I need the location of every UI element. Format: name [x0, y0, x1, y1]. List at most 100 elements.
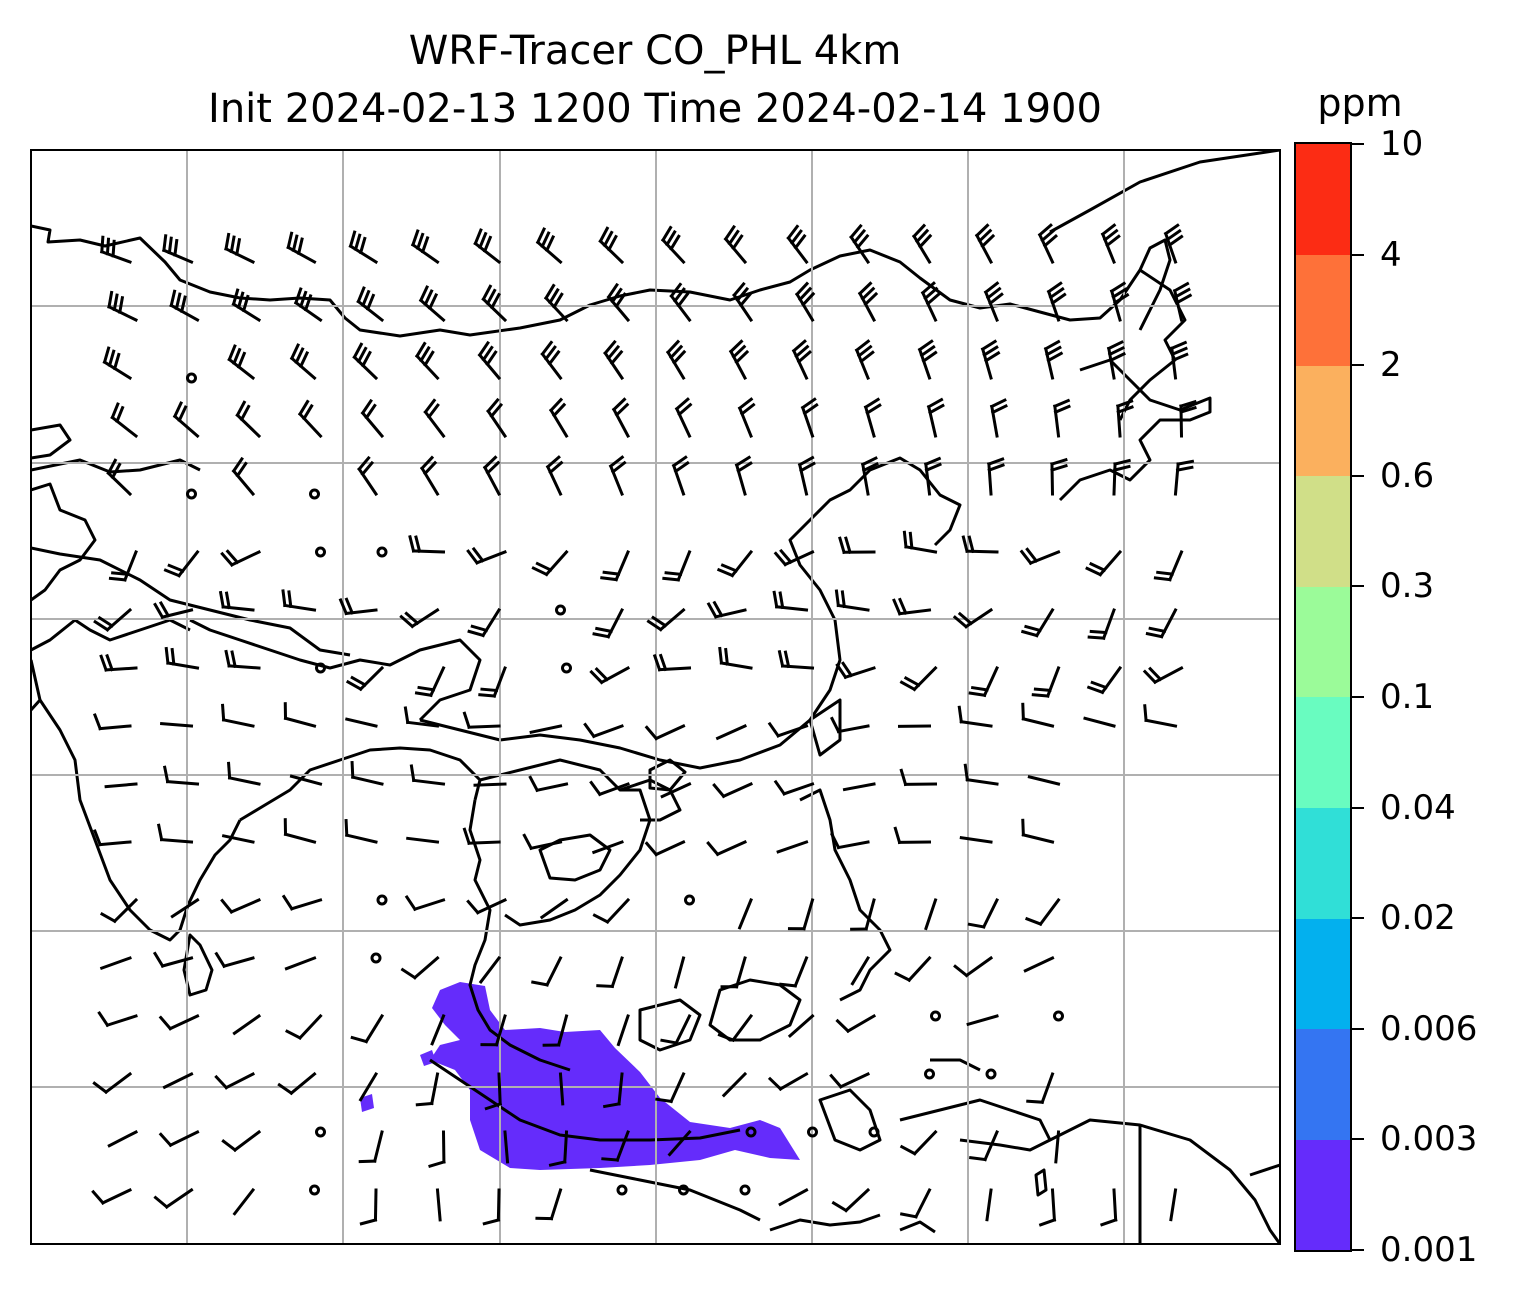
colorbar-tick-label: 0.003 [1380, 1119, 1478, 1160]
wind-barb [92, 829, 132, 847]
colorbar-segment [1296, 475, 1350, 587]
wind-barb [797, 455, 816, 496]
colorbar-tick [1352, 917, 1364, 920]
wind-barb [777, 649, 815, 670]
wind-barb [1054, 1130, 1061, 1164]
wind-barb [480, 1014, 507, 1047]
wind-barb [214, 951, 255, 969]
wind-barb [1085, 549, 1123, 577]
wind-barb [297, 399, 323, 439]
wind-barb [531, 549, 569, 577]
wind-barb [482, 1188, 501, 1226]
calm-wind-marker [186, 488, 197, 500]
wind-barb [773, 548, 815, 567]
wind-barb [1037, 223, 1059, 264]
wind-barb [231, 456, 256, 497]
calm-wind-marker [985, 1068, 997, 1080]
wind-barb [1172, 281, 1193, 322]
map-gridlines [31, 150, 1280, 1244]
wind-barb [352, 342, 379, 381]
wind-barb [894, 955, 932, 983]
wind-barb [787, 898, 815, 931]
wind-barb [156, 823, 194, 844]
wind-barb [665, 339, 687, 381]
wind-barb [673, 956, 686, 989]
colorbar-tick-label: 0.001 [1380, 1230, 1478, 1270]
wind-barb [671, 455, 690, 496]
colorbar-segment [1296, 807, 1350, 919]
wind-barb [344, 819, 378, 844]
wind-barb [835, 661, 876, 680]
calm-wind-marker [315, 546, 326, 558]
wind-barb [669, 282, 692, 323]
wind-barb [220, 703, 255, 728]
colorbar-tick [1352, 1249, 1364, 1251]
wind-barb [899, 665, 938, 692]
wind-barb [289, 343, 317, 381]
wind-barb [850, 955, 871, 986]
colorbar-tick [1352, 806, 1364, 809]
wind-barb [800, 397, 819, 438]
wind-barb [829, 832, 870, 850]
wind-barb [674, 397, 693, 438]
wind-barb [360, 398, 385, 439]
wind-barb [1026, 1072, 1055, 1105]
wind-barb [478, 955, 502, 984]
wind-barb [1106, 340, 1126, 380]
wind-barb [857, 281, 879, 323]
wind-barb [107, 290, 139, 323]
calm-wind-marker [186, 372, 197, 384]
wind-barb [535, 1188, 563, 1221]
wind-barb [926, 397, 945, 438]
wind-barb [980, 339, 1001, 380]
wind-barb [611, 397, 631, 439]
wind-barb [482, 455, 502, 497]
wind-barb [285, 1013, 323, 1041]
wind-barb [281, 589, 317, 612]
wind-barb [224, 649, 261, 670]
colorbar-tick-label: 0.6 [1380, 455, 1435, 496]
wind-barb [159, 721, 194, 728]
wind-barb [778, 1187, 809, 1207]
wind-barb [849, 223, 871, 265]
wind-barb [794, 281, 816, 323]
wind-barb [92, 713, 132, 731]
wind-barb [153, 1187, 194, 1210]
wind-barb [902, 530, 938, 554]
wind-barb [952, 607, 994, 629]
wind-barb [706, 840, 747, 857]
wind-barb [1173, 459, 1195, 496]
wind-barb [231, 288, 262, 323]
wind-barb [644, 840, 686, 857]
wind-barb [158, 1014, 200, 1031]
wind-barb [466, 546, 507, 565]
wind-barb [102, 346, 133, 381]
wind-barb [283, 702, 317, 728]
wind-barb [583, 722, 624, 739]
wind-barb [892, 597, 932, 616]
wind-barb [522, 833, 563, 851]
wind-barb [968, 666, 999, 698]
colorbar-tick-label: 2 [1380, 345, 1402, 386]
wind-barb [1050, 457, 1068, 496]
wind-barb [728, 339, 750, 381]
wind-barb [838, 536, 876, 555]
wind-barb [428, 1130, 446, 1169]
wind-barb [108, 550, 138, 582]
calm-wind-marker [309, 488, 320, 500]
colorbar-segment [1296, 1028, 1350, 1140]
wind-barb [786, 224, 809, 265]
colorbar-segment [1296, 365, 1350, 477]
wind-barb [535, 227, 563, 265]
wind-barb [589, 780, 630, 797]
wind-barb [1153, 550, 1184, 582]
wind-barb [1020, 607, 1055, 638]
wind-barb [289, 774, 323, 786]
colorbar-tick [1352, 1138, 1364, 1141]
wind-barb [462, 827, 501, 846]
wind-barb [358, 1071, 379, 1102]
colorbar-tick [1352, 696, 1364, 698]
wind-barb [854, 339, 875, 380]
wind-barb [107, 1129, 139, 1148]
colorbar-tick-label: 10 [1380, 124, 1424, 164]
